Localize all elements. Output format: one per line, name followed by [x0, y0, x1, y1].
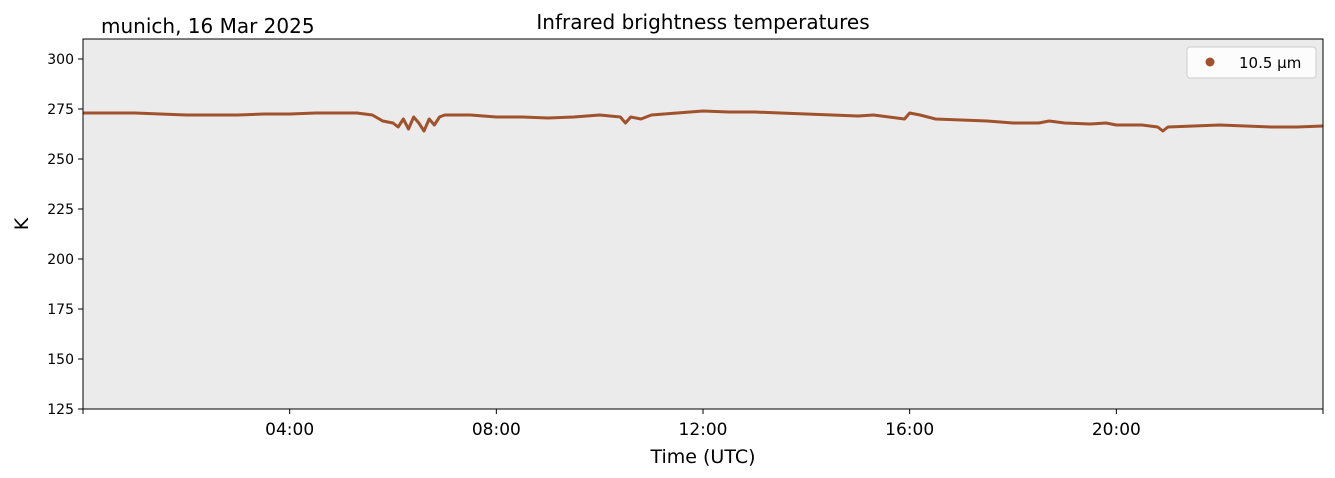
x-axis-ticks: 04:00 08:00 12:00 16:00 20:00: [82, 409, 1324, 440]
x-tick-label: 20:00: [1092, 420, 1141, 440]
y-axis-label: K: [11, 217, 33, 230]
x-tick-label: 04:00: [265, 420, 314, 440]
legend-box: [1186, 46, 1317, 79]
y-tick-label: 250: [47, 152, 74, 168]
series-layer: [83, 109, 1324, 133]
y-tick-label: 150: [47, 352, 74, 368]
y-tick-label: 200: [47, 252, 74, 268]
series-line: [83, 109, 1324, 133]
plot-background: [83, 39, 1323, 409]
legend-label: 10.5 µm: [1239, 54, 1301, 72]
x-axis-label: Time (UTC): [649, 446, 755, 468]
y-tick-label: 175: [47, 302, 74, 318]
chart-title: Infrared brightness temperatures: [536, 10, 869, 34]
y-tick-label: 225: [47, 202, 74, 218]
x-tick-label: 16:00: [885, 420, 934, 440]
chart-subtitle: munich, 16 Mar 2025: [101, 14, 315, 38]
y-tick-label: 300: [47, 52, 74, 68]
legend: 10.5 µm: [1186, 46, 1317, 79]
x-tick-label: 12:00: [679, 420, 728, 440]
y-axis-ticks: 125 150 175 200 225 250 275 300: [47, 52, 83, 418]
y-tick-label: 275: [47, 102, 74, 118]
legend-marker: [1205, 57, 1215, 67]
y-tick-label: 125: [47, 402, 74, 418]
x-tick-label: 08:00: [472, 420, 521, 440]
